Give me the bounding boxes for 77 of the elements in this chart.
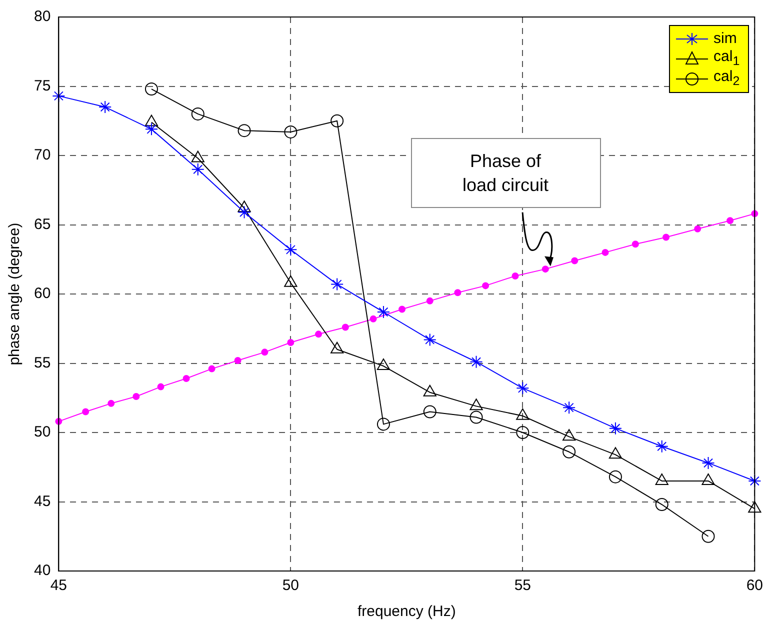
- point: [370, 315, 377, 322]
- point: [470, 355, 483, 368]
- point: [702, 456, 715, 470]
- point: [748, 474, 762, 488]
- point: [562, 445, 576, 458]
- point: [454, 289, 462, 296]
- point: [144, 122, 158, 136]
- point: [398, 306, 406, 313]
- point: [157, 383, 164, 390]
- point: [52, 89, 66, 102]
- point: [516, 382, 530, 395]
- point: [423, 333, 436, 346]
- point: [82, 408, 90, 416]
- point: [330, 114, 344, 128]
- x-tick-label: 45: [50, 577, 68, 594]
- legend-label: sim: [714, 30, 737, 48]
- point: [98, 100, 112, 114]
- y-tick-label: 65: [34, 216, 51, 233]
- y-tick-label: 60: [34, 285, 51, 302]
- point: [426, 297, 434, 304]
- point: [516, 426, 530, 439]
- legend-label: cal$_{2}$: [714, 68, 740, 90]
- point: [315, 330, 322, 338]
- y-tick-label: 45: [34, 492, 51, 510]
- point: [571, 257, 578, 264]
- point: [144, 82, 158, 96]
- point: [191, 107, 204, 120]
- point: [284, 125, 298, 138]
- y-axis-title: phase angle (degree): [6, 222, 24, 366]
- legend-label: cal$_{1}$: [714, 48, 740, 68]
- y-tick-label: 55: [34, 354, 51, 372]
- point: [284, 243, 298, 256]
- x-tick-label: 50: [282, 577, 300, 594]
- x-tick-label: 55: [514, 577, 532, 594]
- point: [376, 358, 390, 370]
- point: [470, 410, 483, 424]
- point: [376, 418, 390, 431]
- point: [562, 429, 576, 441]
- point: [208, 365, 216, 372]
- point: [423, 405, 436, 418]
- point: [238, 206, 251, 219]
- point: [191, 162, 204, 176]
- point: [608, 422, 622, 435]
- point: [702, 530, 715, 543]
- point: [726, 217, 734, 224]
- y-tick-label: 50: [34, 424, 51, 441]
- y-tick-label: 80: [34, 8, 51, 26]
- y-tick-label: 70: [34, 146, 51, 164]
- point: [608, 470, 622, 484]
- point: [748, 501, 762, 513]
- point: [330, 278, 344, 291]
- point: [632, 240, 639, 248]
- point: [287, 338, 294, 346]
- x-axis-title: frequency (Hz): [357, 603, 456, 620]
- y-tick-label: 40: [34, 562, 51, 580]
- point: [655, 440, 668, 453]
- point: [261, 348, 268, 356]
- point: [132, 392, 140, 400]
- x-tick-label: 60: [746, 577, 763, 594]
- y-tick-label: 75: [34, 77, 51, 94]
- point: [234, 356, 242, 364]
- callout-box: Phase of load circuit: [410, 138, 600, 208]
- point: [655, 498, 668, 512]
- point: [182, 374, 190, 382]
- point: [376, 306, 390, 319]
- point: [512, 272, 519, 280]
- point: [602, 248, 609, 256]
- point: [608, 447, 622, 459]
- point: [562, 401, 576, 414]
- point: [238, 124, 251, 138]
- point: [470, 398, 483, 410]
- point: [542, 266, 549, 273]
- point: [694, 225, 702, 232]
- point: [482, 282, 490, 290]
- point: [342, 324, 349, 331]
- point: [662, 234, 670, 241]
- point: [108, 400, 115, 407]
